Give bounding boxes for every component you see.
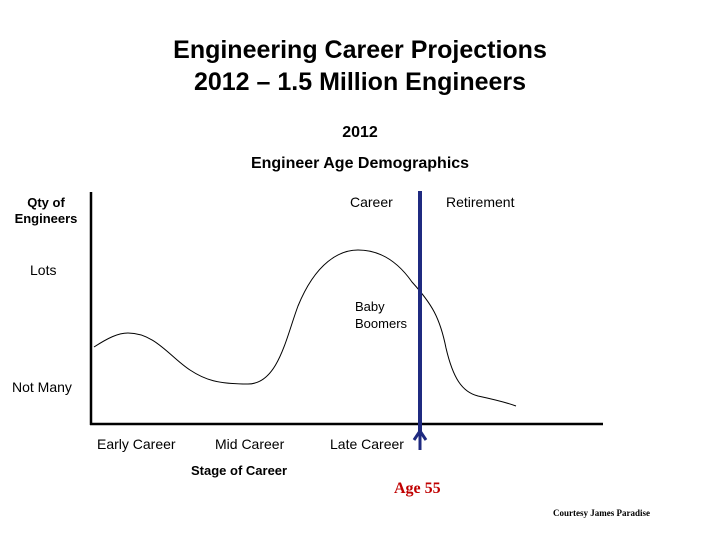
baby-boomers-annotation: Baby Boomers [355,298,407,332]
annotation-line-2: Boomers [355,316,408,331]
credit-text: Courtesy James Paradise [553,508,650,518]
subtitle-heading: Engineer Age Demographics [250,155,470,172]
age-55-arrow-head [412,428,428,441]
region-retirement-label: Retirement [446,194,515,210]
y-axis-title: Qty of Engineers [12,195,80,227]
title-line-2: 2012 – 1.5 Million Engineers [193,68,527,96]
region-career-label: Career [350,194,393,210]
subtitle-year: 2012 [342,124,378,141]
x-tick-early-career: Early Career [97,436,176,452]
y-axis-low-label: Not Many [12,379,72,395]
y-axis-title-line-2: Engineers [14,211,78,226]
title-line-1: Engineering Career Projections [173,36,547,64]
population-curve [93,249,517,407]
annotation-line-1: Baby [355,299,385,314]
x-tick-mid-career: Mid Career [215,436,285,452]
x-tick-late-career: Late Career [330,436,404,452]
y-axis-high-label: Lots [30,262,57,278]
age-55-label: Age 55 [394,480,441,497]
y-axis-title-line-1: Qty of [27,195,65,210]
x-axis-title: Stage of Career [191,463,288,478]
